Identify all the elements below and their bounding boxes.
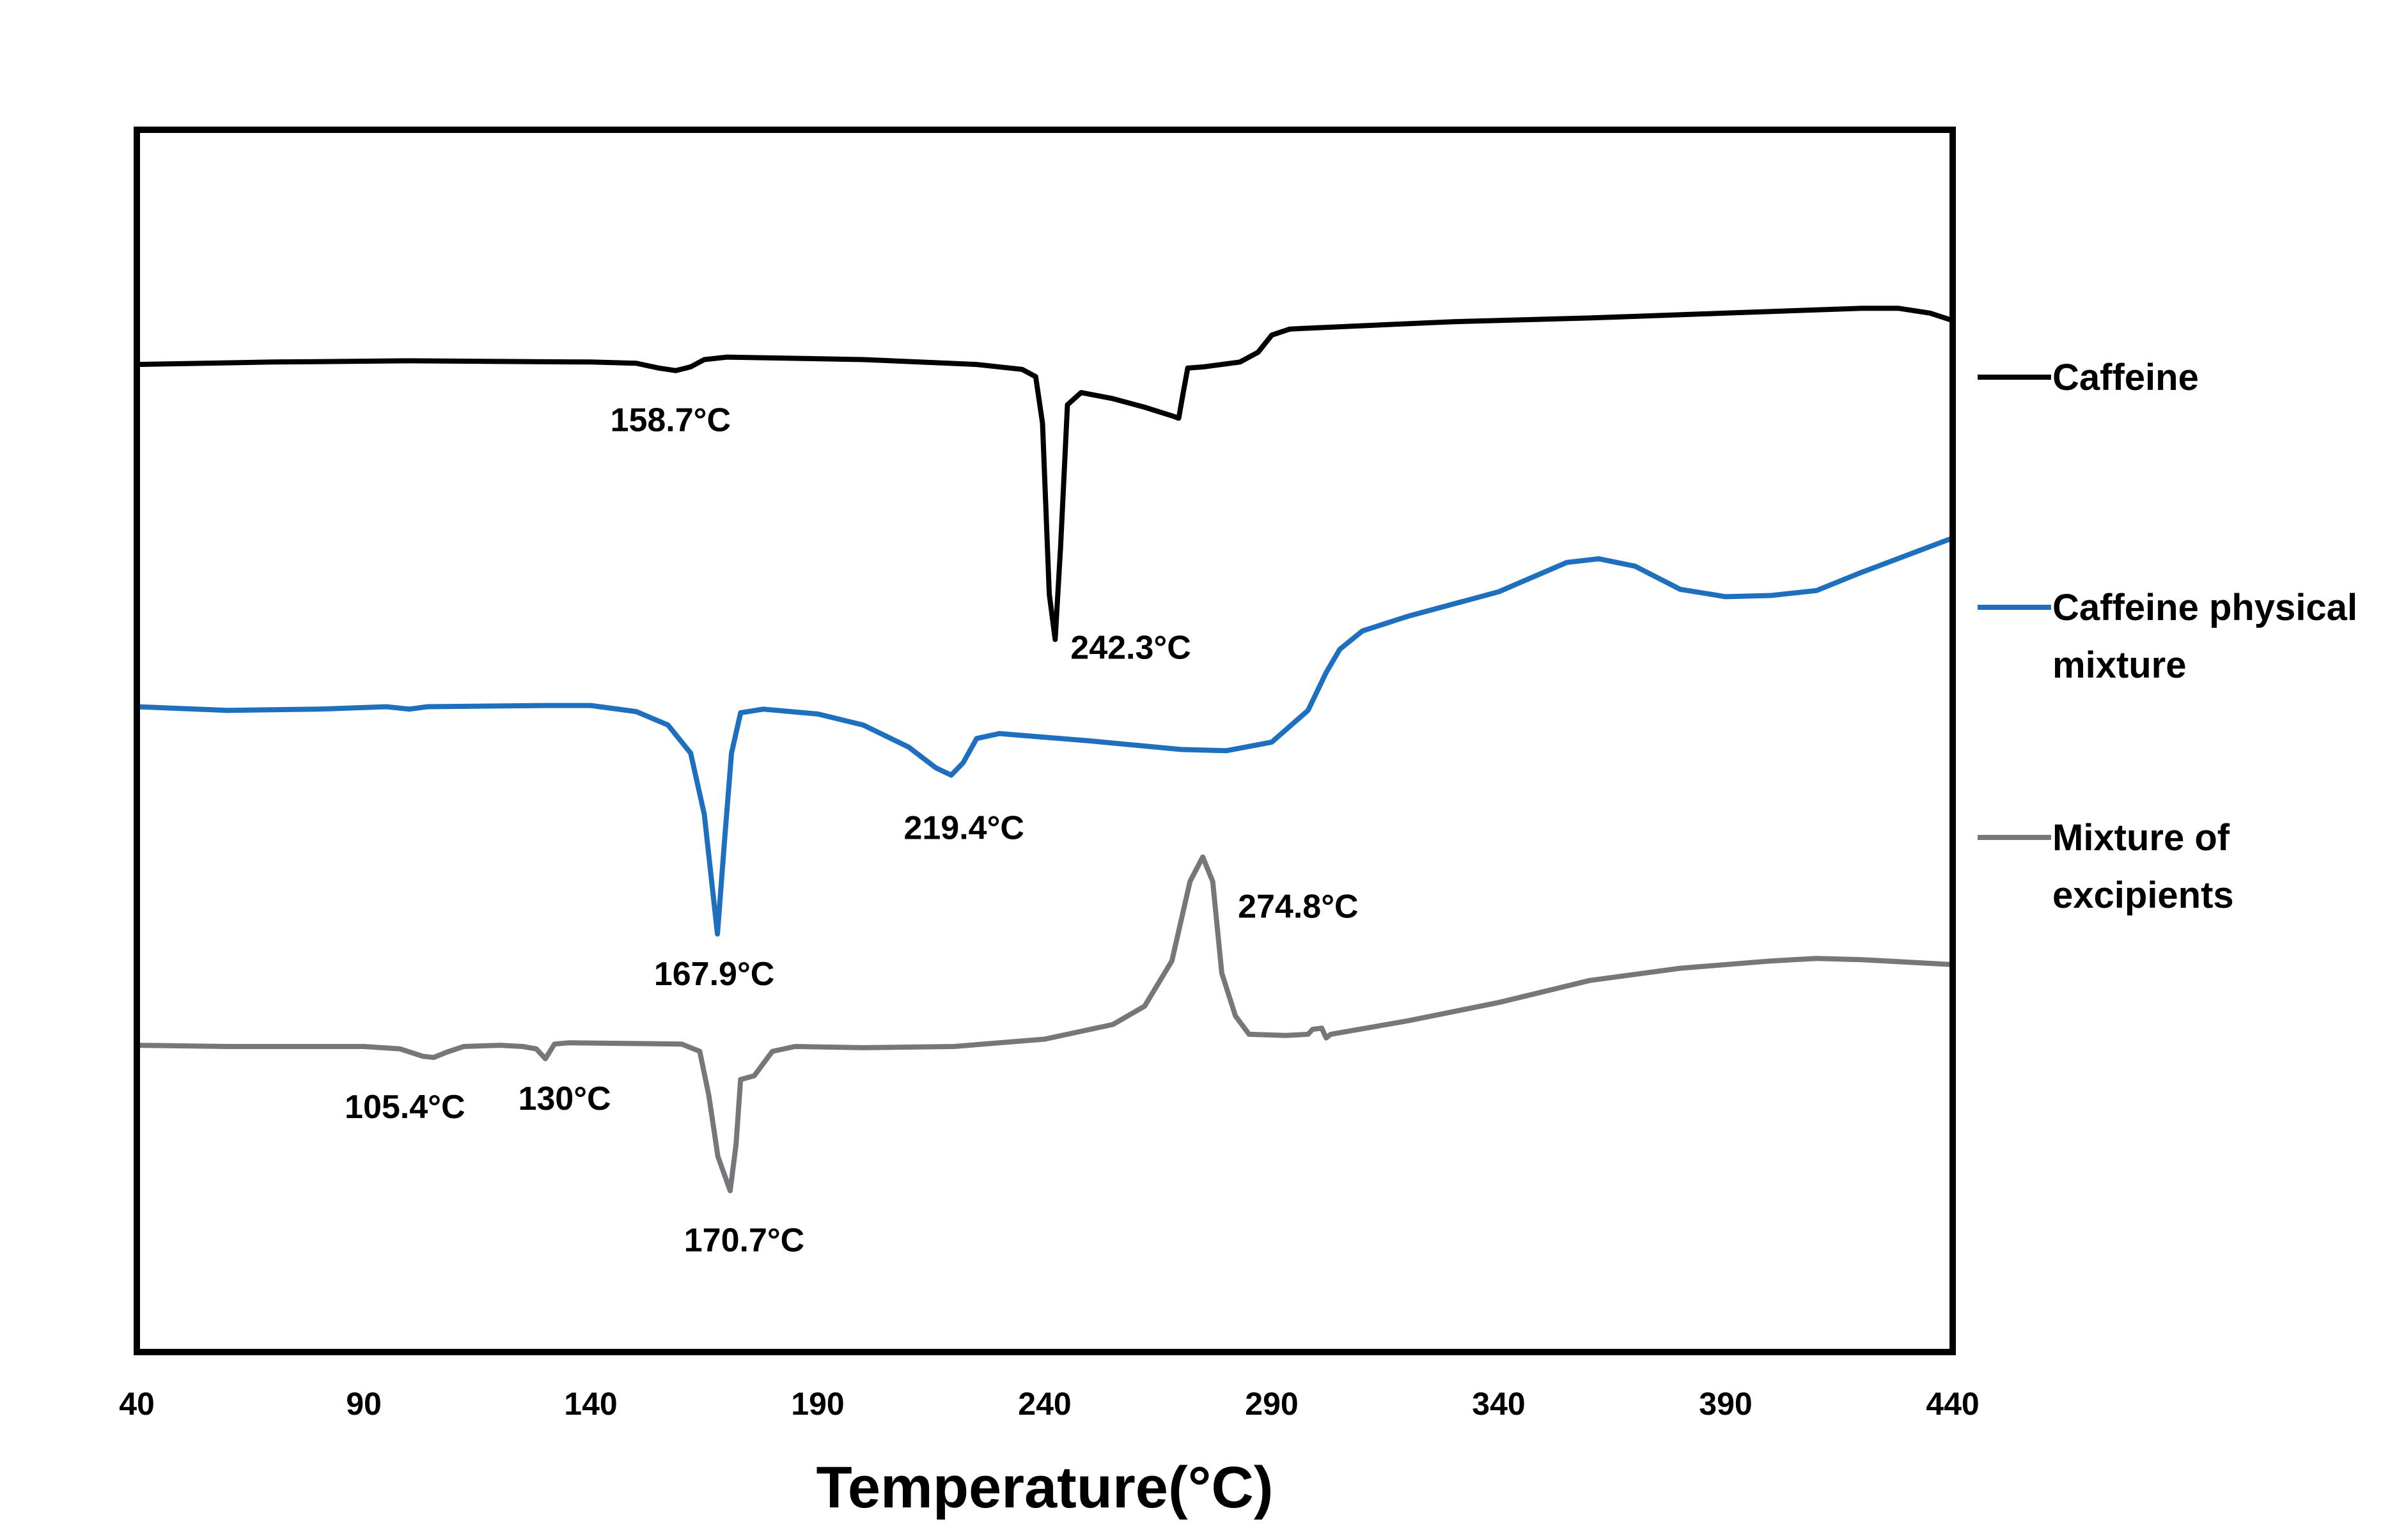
x-tick-label: 390 [1699,1386,1752,1422]
series-line-caffeine-physical-mixture [134,535,1955,937]
legend-label: mixture [2052,644,2187,686]
legend: Caffeine Caffeine physical mixture Mixture … [1978,357,2357,916]
peak-label: 158.7°C [611,402,731,439]
legend-label: Mixture of [2052,817,2230,859]
legend-label: excipients [2052,875,2234,916]
peak-label: 242.3°C [1070,629,1191,666]
x-tick-label: 190 [791,1386,844,1422]
peak-label: 167.9°C [654,956,774,993]
peak-label: 274.8°C [1238,889,1358,926]
x-tick-label: 340 [1472,1386,1525,1422]
x-tick-label: 240 [1018,1386,1071,1422]
series-line-caffeine [134,306,1955,642]
x-tick-label: 440 [1926,1386,1979,1422]
x-axis-ticks: 40 90 140 190 240 290 340 390 440 [119,1386,1980,1422]
peak-label: 105.4°C [345,1089,465,1126]
legend-label: Caffeine [2052,357,2199,398]
x-axis-title: Temperature(°C) [816,1455,1274,1520]
x-tick-label: 290 [1245,1386,1298,1422]
peak-annotations: 158.7°C 242.3°C 219.4°C 167.9°C 274.8°C 105.4… [345,402,1359,1259]
legend-label: Caffeine physical [2052,587,2357,628]
peak-label: 170.7°C [684,1222,804,1259]
x-tick-label: 90 [346,1386,382,1422]
plot-frame [134,127,1956,1355]
peak-label: 130°C [518,1080,611,1117]
series-line-mixture-of-excipients [134,854,1955,1194]
x-tick-label: 140 [564,1386,617,1422]
series-layer [134,306,1955,1194]
x-tick-label: 40 [119,1386,155,1422]
peak-label: 219.4°C [903,810,1024,847]
